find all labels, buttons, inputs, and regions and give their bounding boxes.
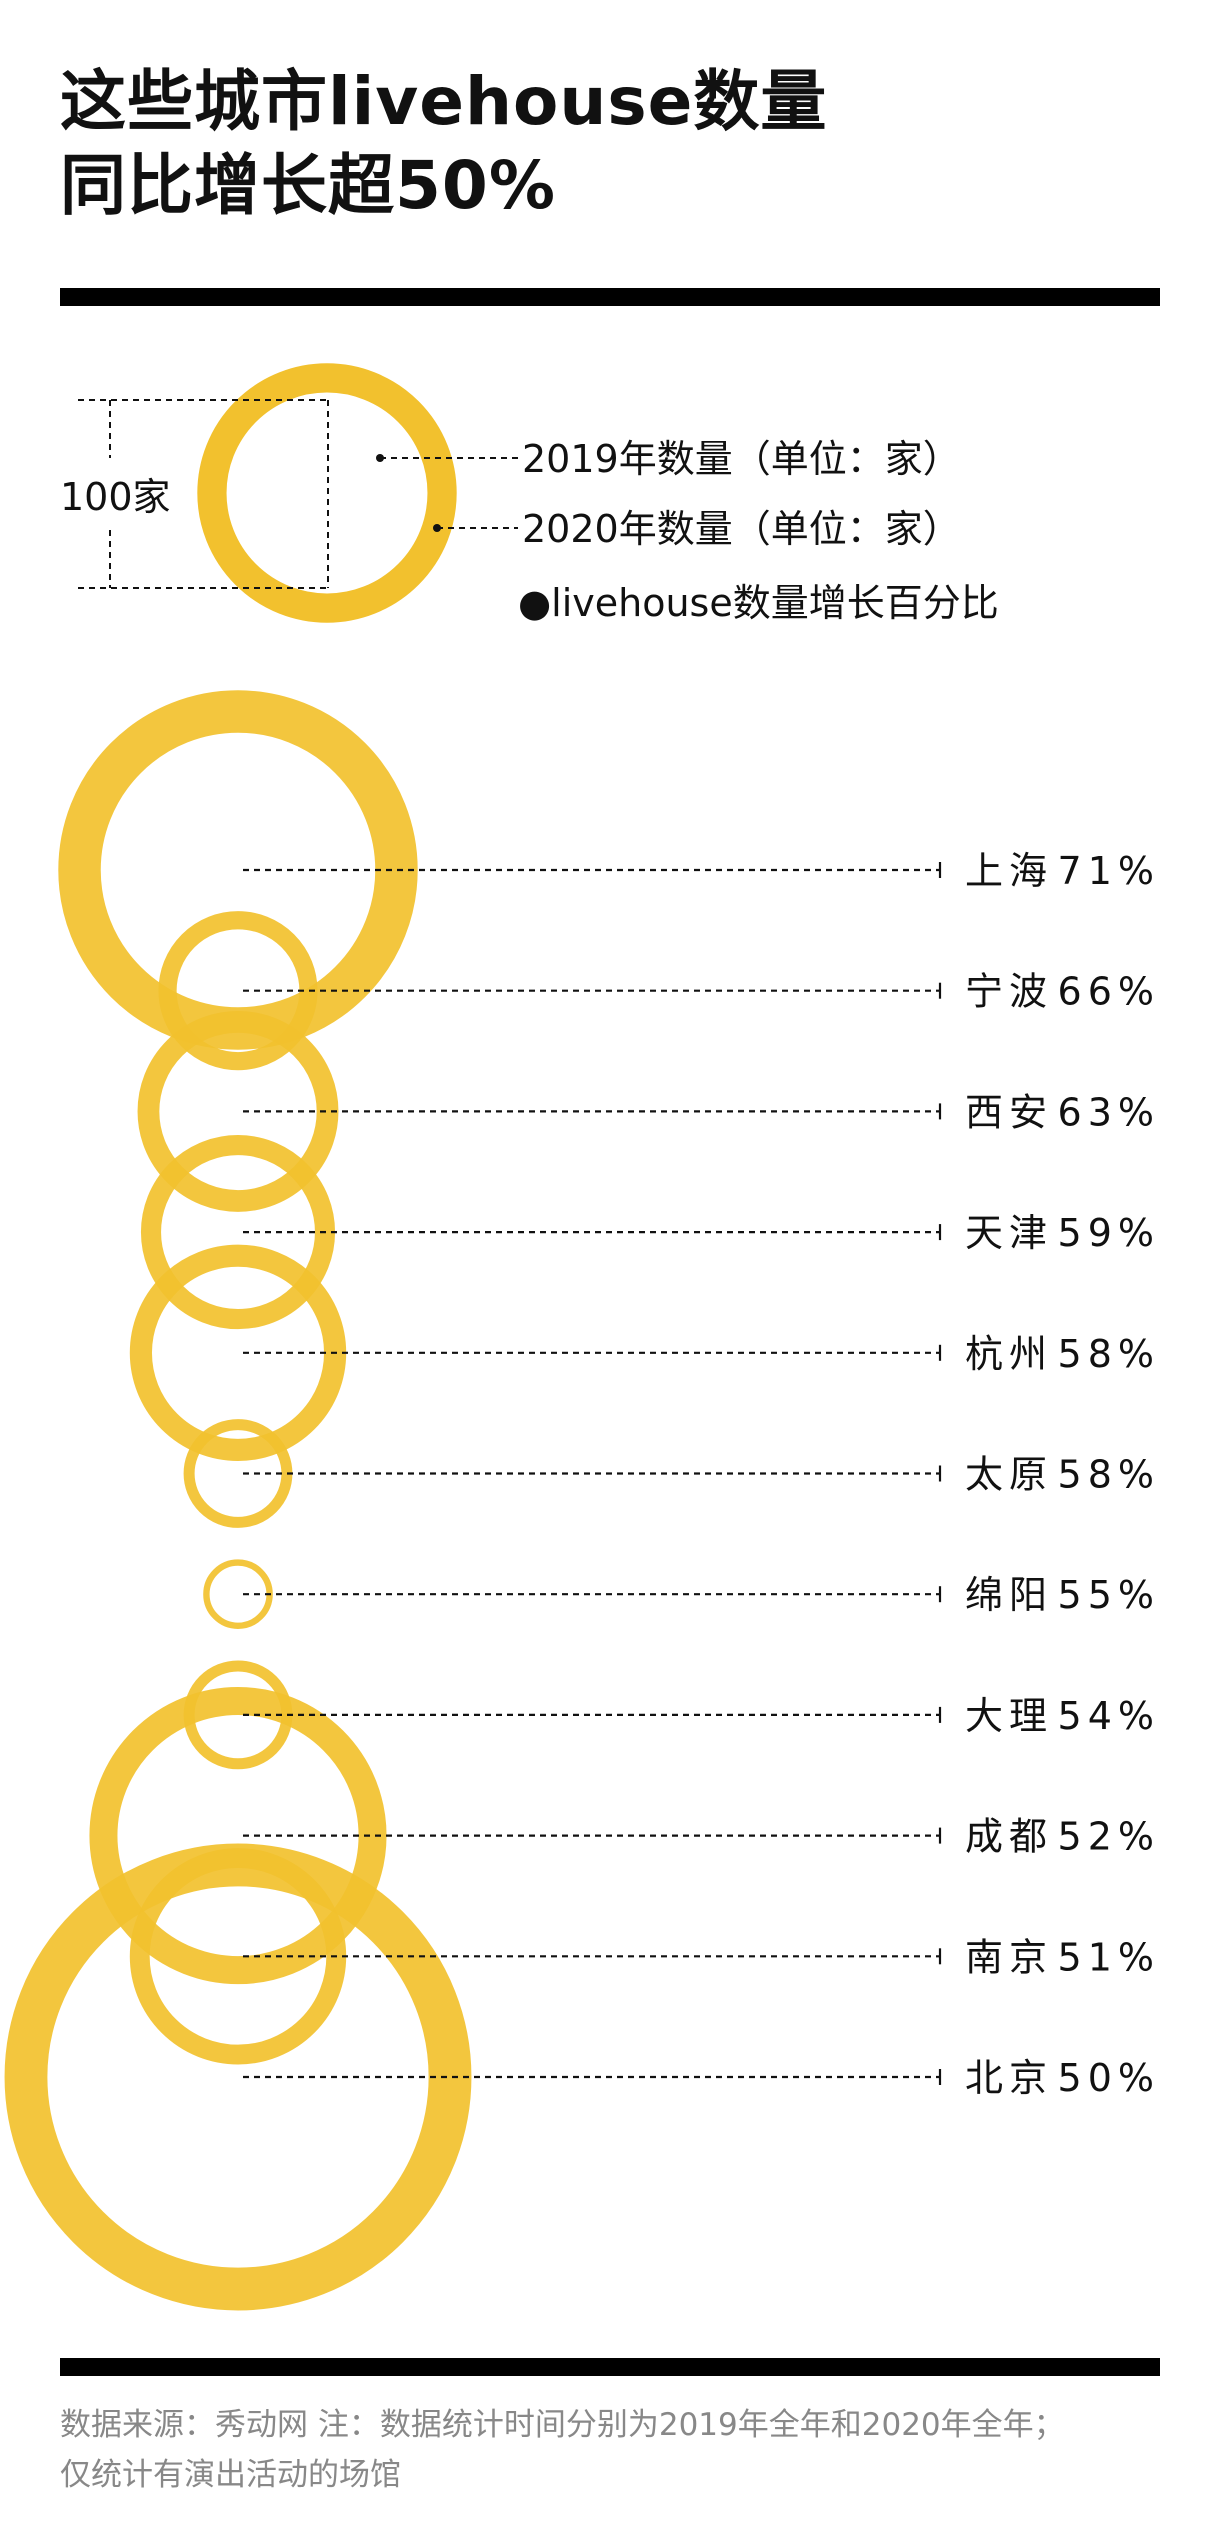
ring-10 <box>4 1843 472 2311</box>
city-label-1: 宁波 <box>965 970 1053 1014</box>
growth-label-4: 58% <box>1058 1332 1160 1376</box>
city-label-9: 南京 <box>965 1935 1053 1979</box>
city-label-10: 北京 <box>965 2056 1053 2100</box>
legend-scale-label: 100家 <box>60 475 171 519</box>
city-label-0: 上海 <box>965 849 1053 893</box>
title-line-1: 这些城市livehouse数量 <box>60 63 828 140</box>
growth-label-8: 52% <box>1058 1815 1160 1859</box>
bottom-divider <box>60 2358 1160 2376</box>
legend-ring <box>197 363 457 623</box>
growth-label-9: 51% <box>1058 1935 1160 1979</box>
labels-layer: 上海 71%宁波 66%西安 63%天津 59%杭州 58%太原 58%绵阳 55%大理 54%… <box>965 849 1160 2100</box>
ring-1 <box>158 911 318 1071</box>
city-label-6: 绵阳 <box>965 1573 1053 1617</box>
leader-lines-layer <box>243 862 942 2085</box>
source-line-1: 数据来源：秀动网 注：数据统计时间分别为2019年全年和2020年全年； <box>60 2407 1065 2443</box>
ring-6 <box>203 1559 273 1629</box>
city-label-3: 天津 <box>965 1211 1053 1255</box>
source-line-2: 仅统计有演出活动的场馆 <box>60 2457 401 2493</box>
ring-2 <box>137 1010 339 1212</box>
growth-label-10: 50% <box>1058 2056 1160 2100</box>
ring-8 <box>89 1687 387 1985</box>
chart-title: 这些城市livehouse数量 同比增长超50% <box>60 60 1150 228</box>
city-label-8: 成都 <box>965 1815 1053 1859</box>
growth-label-2: 63% <box>1058 1090 1160 1134</box>
ring-5 <box>183 1419 293 1528</box>
bubble-chart: 100家 2019年数量（单位：家） 2020年数量（单位：家） ●livehouse… <box>4 363 1160 2311</box>
growth-label-7: 54% <box>1058 1694 1160 1738</box>
city-label-7: 大理 <box>965 1694 1053 1738</box>
growth-label-3: 59% <box>1058 1211 1160 1255</box>
city-label-5: 太原 <box>965 1453 1053 1497</box>
city-label-4: 杭州 <box>965 1332 1053 1376</box>
growth-label-6: 55% <box>1058 1573 1160 1617</box>
growth-label-0: 71% <box>1058 849 1160 893</box>
ring-0 <box>58 690 418 1050</box>
city-label-2: 西安 <box>965 1090 1053 1134</box>
source-note: 数据来源：秀动网 注：数据统计时间分别为2019年全年和2020年全年； 仅统计… <box>60 2400 1160 2500</box>
legend-2019-label: 2019年数量（单位：家） <box>522 437 961 481</box>
growth-label-5: 58% <box>1058 1453 1160 1497</box>
title-line-2: 同比增长超50% <box>60 147 556 224</box>
top-divider <box>60 288 1160 306</box>
rings-layer <box>4 690 472 2311</box>
growth-label-1: 66% <box>1058 970 1160 1014</box>
legend: 100家 2019年数量（单位：家） 2020年数量（单位：家） ●livehouse… <box>60 363 999 625</box>
legend-pct-label: ●livehouse数量增长百分比 <box>518 581 999 625</box>
legend-2020-label: 2020年数量（单位：家） <box>522 507 961 551</box>
